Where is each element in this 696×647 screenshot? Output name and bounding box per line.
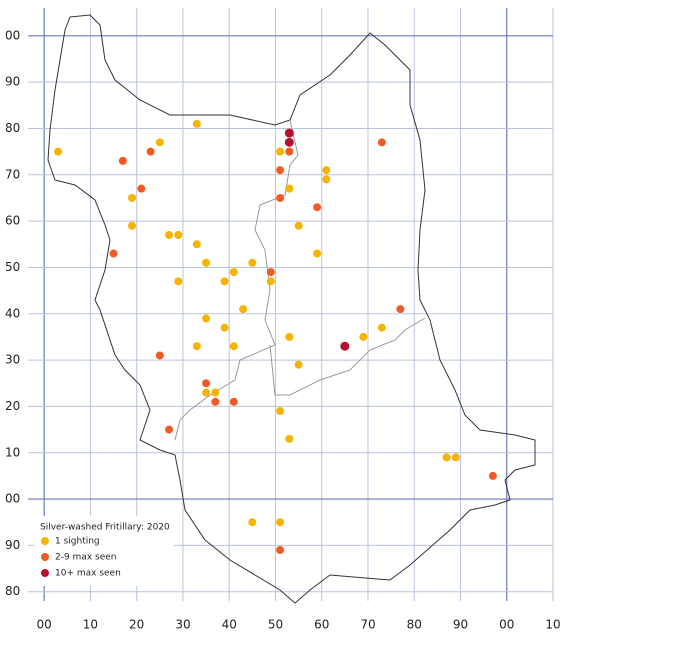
sighting-dot — [165, 425, 174, 434]
legend-label: 1 sighting — [55, 537, 100, 547]
sighting-dot — [276, 166, 285, 175]
x-tick-label: 80 — [407, 618, 422, 632]
x-tick-label: 40 — [222, 618, 237, 632]
sighting-dot — [488, 471, 497, 480]
y-tick-label: 80 — [5, 121, 20, 135]
sighting-dot — [276, 193, 285, 202]
sighting-dot — [284, 137, 294, 147]
y-tick-label: 60 — [5, 214, 20, 228]
sighting-dot — [239, 305, 248, 314]
sighting-dot — [359, 332, 368, 341]
sighting-dot — [220, 277, 229, 286]
x-tick-label: 90 — [453, 618, 468, 632]
sighting-dot — [377, 138, 386, 147]
sighting-dot — [202, 379, 211, 388]
sighting-dot — [340, 341, 350, 351]
county-outline — [47, 14, 536, 604]
sighting-dot — [220, 323, 229, 332]
legend: Silver-washed Fritillary: 2020 1 sightin… — [34, 516, 174, 586]
x-tick-label: 50 — [268, 618, 283, 632]
sighting-dot — [276, 147, 285, 156]
x-tick-label: 00 — [37, 618, 52, 632]
sighting-dot — [192, 119, 201, 128]
legend-swatch — [41, 537, 49, 545]
y-tick-label: 00 — [5, 492, 20, 506]
sighting-dot — [211, 388, 220, 397]
sighting-dot — [128, 193, 137, 202]
x-tick-label: 10 — [83, 618, 98, 632]
legend-box — [34, 516, 174, 586]
sighting-dot — [276, 407, 285, 416]
legend-swatch — [41, 569, 49, 577]
sighting-dot — [322, 175, 331, 184]
sighting-dot — [294, 360, 303, 369]
legend-title: Silver-washed Fritillary: 2020 — [40, 523, 170, 533]
sighting-dot — [313, 249, 322, 258]
sighting-dot — [54, 147, 63, 156]
y-tick-label: 90 — [5, 538, 20, 552]
x-tick-label: 20 — [129, 618, 144, 632]
sighting-dot — [442, 453, 451, 462]
sighting-dot — [276, 546, 285, 555]
sighting-dot — [137, 184, 146, 193]
y-tick-label: 10 — [5, 445, 20, 459]
y-tick-label: 30 — [5, 353, 20, 367]
sighting-dot — [285, 434, 294, 443]
sighting-dot — [266, 268, 275, 277]
x-tick-label: 70 — [360, 618, 375, 632]
x-tick-label: 00 — [499, 618, 514, 632]
sighting-dot — [285, 147, 294, 156]
sighting-dot — [202, 388, 211, 397]
district-boundary — [174, 119, 299, 441]
sighting-dot — [285, 184, 294, 193]
sighting-dot — [192, 240, 201, 249]
sighting-dot — [202, 314, 211, 323]
sighting-dot — [396, 305, 405, 314]
sighting-dot — [248, 518, 257, 527]
y-tick-label: 90 — [5, 75, 20, 89]
y-tick-label: 20 — [5, 399, 20, 413]
legend-swatch — [41, 553, 49, 561]
y-tick-label: 00 — [5, 28, 20, 42]
sighting-dot — [377, 323, 386, 332]
sighting-dot — [128, 221, 137, 230]
sighting-dot — [248, 258, 257, 267]
sighting-dot — [174, 231, 183, 240]
sighting-dot — [451, 453, 460, 462]
sighting-dot — [155, 138, 164, 147]
sighting-dot — [192, 342, 201, 351]
x-tick-label: 10 — [545, 618, 560, 632]
sighting-dot — [322, 166, 331, 175]
sighting-dot — [202, 258, 211, 267]
sighting-dot — [155, 351, 164, 360]
sighting-dot — [229, 268, 238, 277]
sighting-dot — [211, 397, 220, 406]
sighting-dot — [266, 277, 275, 286]
sighting-dot — [285, 332, 294, 341]
sighting-dot — [146, 147, 155, 156]
sighting-dot — [276, 518, 285, 527]
sighting-dot — [165, 231, 174, 240]
sighting-dot — [118, 156, 127, 165]
sighting-dot — [284, 128, 294, 138]
district-boundary — [269, 317, 426, 396]
y-tick-label: 40 — [5, 306, 20, 320]
y-tick-label: 50 — [5, 260, 20, 274]
sighting-dot — [229, 397, 238, 406]
x-tick-label: 60 — [314, 618, 329, 632]
legend-label: 2-9 max seen — [55, 553, 117, 563]
legend-label: 10+ max seen — [55, 569, 121, 579]
sighting-dot — [174, 277, 183, 286]
sighting-dot — [294, 221, 303, 230]
y-tick-label: 70 — [5, 167, 20, 181]
sighting-dot — [109, 249, 118, 258]
y-tick-label: 80 — [5, 584, 20, 598]
x-tick-label: 30 — [175, 618, 190, 632]
sighting-dot — [313, 203, 322, 212]
sighting-dot — [229, 342, 238, 351]
